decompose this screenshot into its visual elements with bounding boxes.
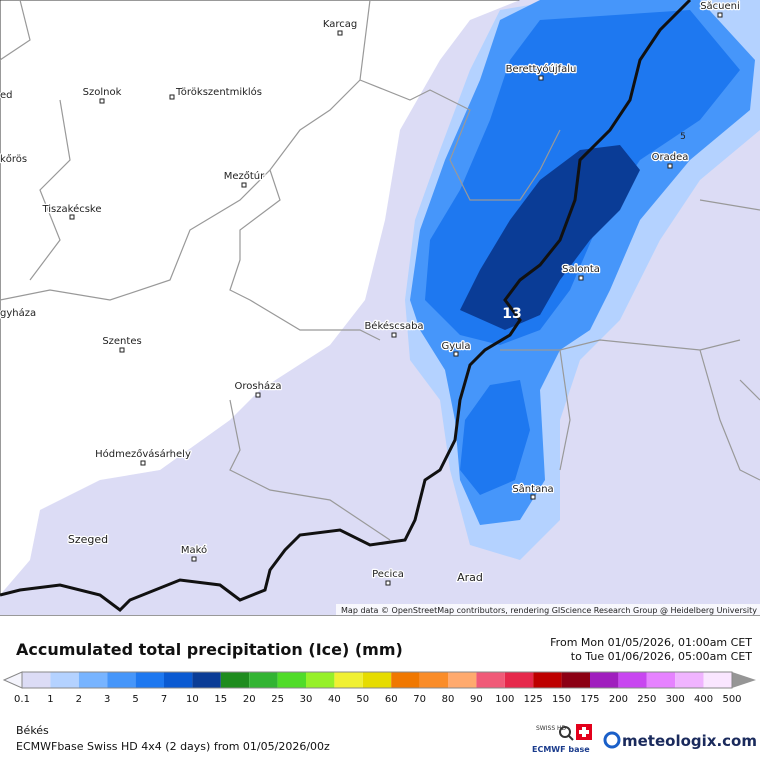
- scale-swatch: [703, 672, 732, 688]
- place-label: gyháza: [0, 307, 36, 319]
- badge-top: SWISS HD: [536, 725, 567, 732]
- scale-swatch: [334, 672, 363, 688]
- scale-label: 150: [552, 694, 571, 705]
- scale-label: 70: [413, 694, 426, 705]
- place-label: Törökszentmiklós: [175, 86, 262, 98]
- place-label: Pecica: [372, 569, 404, 580]
- scale-swatch: [362, 672, 392, 688]
- place-label: Karcag: [323, 19, 357, 30]
- precip-navy: [460, 145, 640, 330]
- scale-swatch: [192, 672, 221, 688]
- scale-swatch: [504, 672, 534, 688]
- legend-title: Accumulated total precipitation (Ice) (m…: [16, 640, 403, 659]
- region-name: Békés: [16, 724, 49, 737]
- place-dots: [69, 12, 723, 586]
- scale-label: 60: [385, 694, 398, 705]
- place-label: Mezőtúr: [224, 170, 265, 182]
- map: Karcag Szolnok Törökszentmiklós Berettyó…: [0, 0, 760, 616]
- scale-label: 125: [524, 694, 543, 705]
- max-value-label: 13: [502, 306, 521, 322]
- attribution-bg: [336, 604, 760, 615]
- precip-blue-3: [425, 10, 740, 495]
- scale-swatch: [277, 672, 306, 688]
- place-label: Makó: [181, 544, 207, 556]
- period-from: From Mon 01/05/2026, 01:00am CET: [550, 636, 752, 649]
- place-label: Szentes: [102, 336, 141, 347]
- place-label: Tiszakécske: [41, 203, 101, 215]
- scale-label: 1: [47, 694, 53, 705]
- scale-label: 0.1: [14, 694, 30, 705]
- county-borders: [0, 0, 760, 541]
- scale-swatch: [135, 672, 164, 688]
- scale-label: 20: [243, 694, 256, 705]
- scale-label: 15: [214, 694, 227, 705]
- scale-swatch: [646, 672, 676, 688]
- scale-swatch: [107, 672, 136, 688]
- scale-swatch: [533, 672, 562, 688]
- scale-swatch: [590, 672, 619, 688]
- scale-label: 5: [132, 694, 138, 705]
- scale-label: 30: [300, 694, 313, 705]
- scale-outline: [21, 671, 733, 689]
- scale-label: 40: [328, 694, 341, 705]
- place-label: Berettyóújfalu: [506, 63, 577, 75]
- scale-swatch: [249, 672, 278, 688]
- scale-swatch: [391, 672, 420, 688]
- place-label: Hódmezővásárhely: [95, 448, 191, 460]
- scale-swatch: [164, 672, 193, 688]
- place-label: Săcueni: [700, 1, 740, 12]
- scale-swatch: [675, 672, 704, 688]
- place-label: Szeged: [68, 533, 108, 546]
- scale-swatch: [448, 672, 477, 688]
- brand-logo: [603, 731, 621, 749]
- place-label: Oradea: [652, 152, 689, 163]
- place-label: Szolnok: [83, 87, 122, 98]
- place-label: kőrös: [0, 153, 27, 165]
- place-label: Arad: [457, 571, 483, 584]
- country-border: [0, 0, 692, 612]
- scale-swatch: [561, 672, 590, 688]
- period-to: to Tue 01/06/2026, 05:00am CET: [571, 650, 753, 663]
- scale-label: 100: [495, 694, 514, 705]
- scale-label: 50: [356, 694, 369, 705]
- badge-bottom: ECMWF base: [532, 745, 590, 754]
- scale-swatch: [618, 672, 647, 688]
- scale-label: 80: [442, 694, 455, 705]
- attribution: Map data © OpenStreetMap contributors, r…: [341, 606, 757, 615]
- place-label: Orosháza: [235, 380, 282, 392]
- scale-swatch: [476, 672, 505, 688]
- scale-arrow-right: [732, 672, 756, 688]
- scale-swatch: [220, 672, 250, 688]
- badge: SWISS HD ECMWF base: [532, 724, 592, 754]
- scale-label: 7: [161, 694, 167, 705]
- scale-swatch: [419, 672, 448, 688]
- place-label: Sântana: [512, 483, 553, 495]
- place-label: Gyula: [442, 341, 471, 352]
- scale-label: 90: [470, 694, 483, 705]
- scale-label: 500: [722, 694, 741, 705]
- scale-label: 25: [271, 694, 284, 705]
- scale-label: 3: [104, 694, 110, 705]
- brand: meteologix.com: [622, 732, 757, 750]
- scale-label: 10: [186, 694, 199, 705]
- scale-swatch: [22, 672, 51, 688]
- scale-label: 175: [580, 694, 599, 705]
- scale-label: 400: [694, 694, 713, 705]
- place-label: Salonta: [562, 264, 600, 275]
- color-scale: 0.1 1 2 3 5 7 10 15 20 25 30 40 50 60 70 80 90 100 125 150 1…: [2, 671, 756, 705]
- place-label: ed: [0, 90, 13, 101]
- place-label: Békéscsaba: [364, 320, 423, 332]
- scale-arrow-left: [2, 671, 23, 689]
- value-label: 5: [680, 132, 686, 142]
- scale-label: 200: [609, 694, 628, 705]
- scale-label: 250: [637, 694, 656, 705]
- scale-label: 2: [76, 694, 82, 705]
- scale-swatch: [306, 672, 335, 688]
- scale-swatch: [50, 672, 79, 688]
- model-info: ECMWFbase Swiss HD 4x4 (2 days) from 01/…: [16, 740, 330, 753]
- scale-label: 300: [666, 694, 685, 705]
- scale-swatch: [78, 672, 108, 688]
